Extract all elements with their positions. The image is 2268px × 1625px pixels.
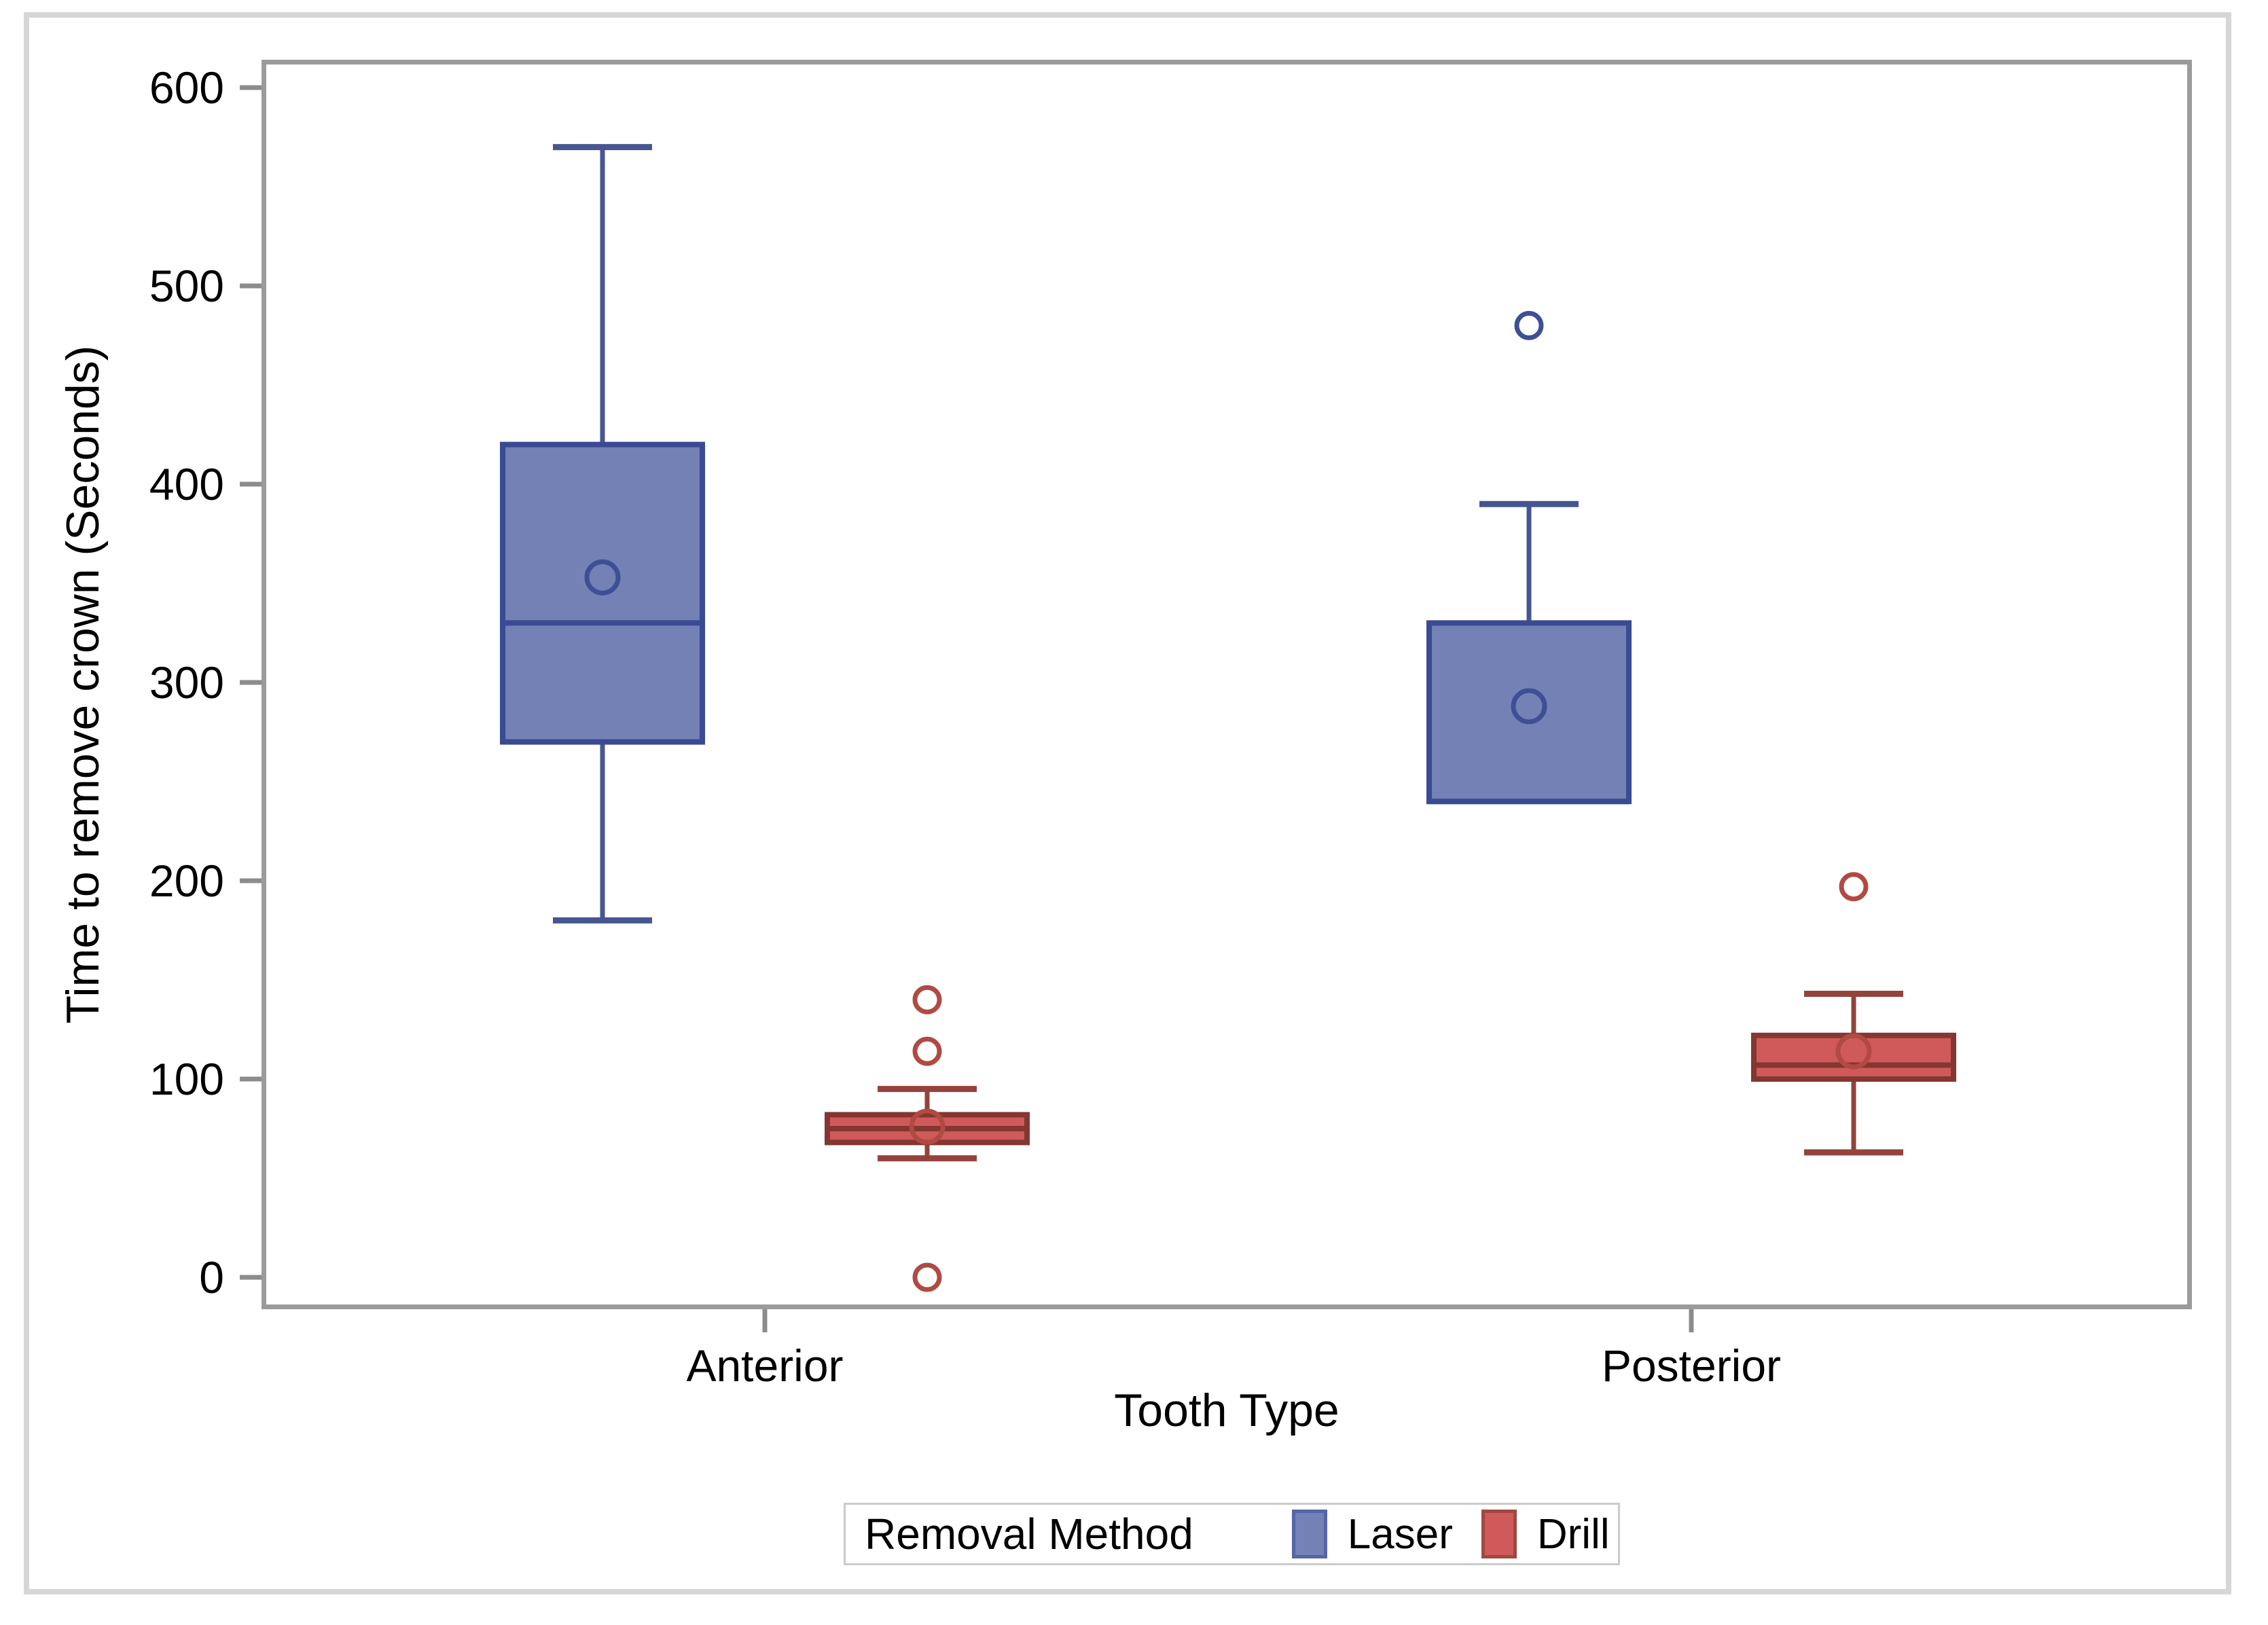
y-tick-label: 500: [149, 261, 224, 311]
legend-label-drill: Drill: [1536, 1510, 1610, 1558]
y-tick-label: 600: [149, 62, 224, 113]
boxplot-posterior-drill: [1751, 872, 1956, 1156]
y-tick-label: 200: [149, 856, 224, 906]
boxplot-posterior-laser: [1426, 310, 1632, 805]
mean-marker: [909, 1108, 946, 1145]
legend-swatch-drill-icon: [1481, 1510, 1517, 1558]
iqr-box: [1426, 620, 1632, 805]
y-tick-label: 0: [199, 1252, 224, 1302]
mean-marker: [584, 559, 621, 596]
boxplot-anterior-laser: [500, 144, 705, 924]
x-category-label: Posterior: [1601, 1340, 1782, 1391]
x-category-label: Anterior: [686, 1340, 844, 1391]
x-axis-title: Tooth Type: [1114, 1385, 1339, 1436]
boxplot-anterior-drill: [825, 985, 1030, 1292]
legend: Removal Method Laser Drill: [844, 1503, 1620, 1565]
outlier-marker: [1514, 310, 1544, 340]
outlier-marker: [1839, 872, 1869, 902]
y-tick-label: 400: [149, 459, 224, 509]
outlier-marker: [912, 1036, 942, 1066]
iqr-box: [1751, 1032, 1956, 1082]
outlier-marker: [912, 985, 942, 1015]
mean-marker: [1511, 688, 1547, 725]
legend-label-laser: Laser: [1347, 1510, 1453, 1558]
mean-marker: [1835, 1033, 1872, 1070]
y-tick-label: 300: [149, 657, 224, 708]
y-tick-label: 100: [149, 1054, 224, 1104]
legend-title: Removal Method: [865, 1510, 1193, 1558]
outlier-marker: [912, 1262, 942, 1292]
legend-swatch-laser-icon: [1291, 1510, 1327, 1558]
